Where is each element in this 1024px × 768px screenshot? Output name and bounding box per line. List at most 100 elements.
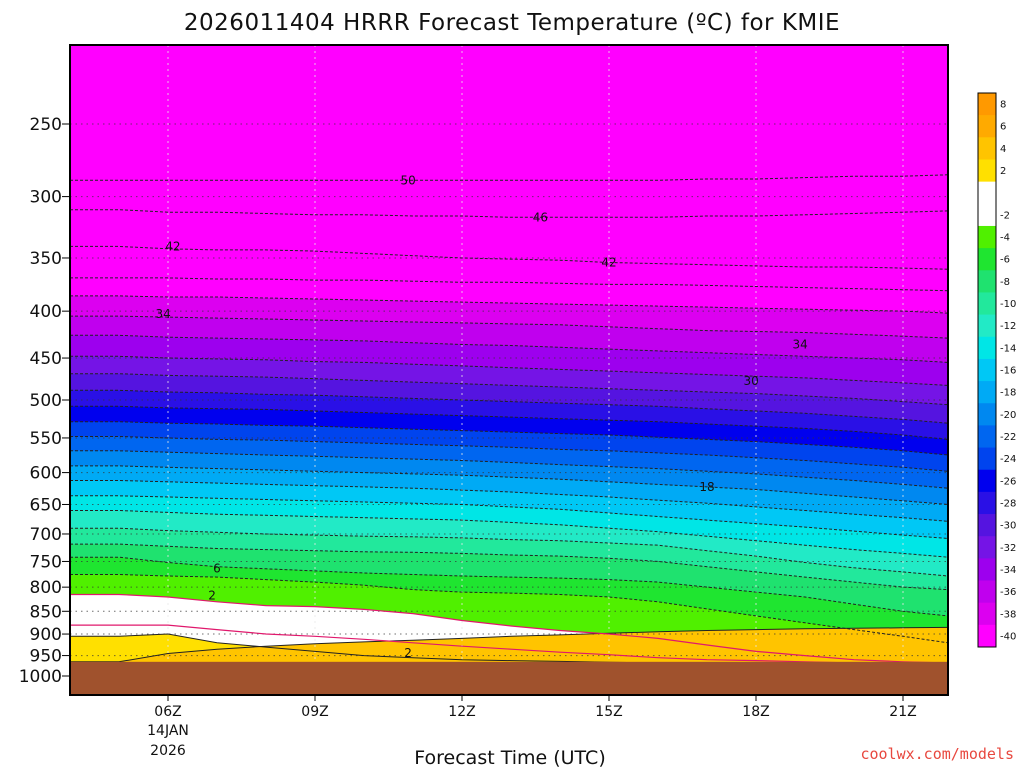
x-axis: 06Z 14JAN 2026 09Z 12Z 15Z 18Z 21Z xyxy=(147,695,917,759)
x-tick-label: 18Z xyxy=(742,704,769,720)
colorbar-label: -32 xyxy=(1000,543,1016,554)
colorbar-swatch xyxy=(978,314,996,338)
x-tick-date-day: 14JAN xyxy=(147,723,189,739)
colorbar-label: -12 xyxy=(1000,321,1016,332)
isotherm-line xyxy=(70,624,949,666)
contour-label: 30 xyxy=(743,374,758,388)
isotherm-line xyxy=(70,245,949,270)
temperature-bands xyxy=(70,45,948,696)
isotherm-line xyxy=(70,574,949,644)
colorbar-label: 6 xyxy=(1000,122,1006,133)
isotherm-line xyxy=(70,527,949,577)
isotherm-line xyxy=(70,421,949,456)
colorbar-label: -8 xyxy=(1000,277,1010,288)
colorbar-label: -30 xyxy=(1000,521,1016,532)
isotherm-line xyxy=(70,315,949,339)
contour-label: 42 xyxy=(601,256,616,270)
colorbar-swatch xyxy=(978,270,996,293)
isotherm-contours xyxy=(70,174,949,670)
y-tick-label: 800 xyxy=(30,578,62,598)
x-tick-label: 12Z xyxy=(448,704,475,720)
isotherm-line xyxy=(70,480,949,522)
contour-label: 18 xyxy=(699,480,714,494)
colorbar-swatch xyxy=(978,558,996,582)
y-tick-label: 400 xyxy=(30,302,62,322)
colorbar-legend: 8 6 4 2 -2 -4 -6 -8 -10 -12 -14 -16 -18 -20 -22 -24 -26 -… xyxy=(977,92,1016,648)
y-tick-label: 850 xyxy=(30,602,62,622)
colorbar-frame xyxy=(977,92,997,648)
isotherm-line xyxy=(70,295,949,314)
contour-label: 6 xyxy=(213,561,221,575)
contour-label: 50 xyxy=(400,173,415,187)
isotherm-line xyxy=(70,510,949,558)
colorbar-swatch xyxy=(978,580,996,604)
isotherm-line xyxy=(70,543,949,591)
colorbar-label: 2 xyxy=(1000,166,1006,177)
isotherm-line xyxy=(70,556,949,617)
colorbar-label: -24 xyxy=(1000,454,1016,465)
colorbar-swatch xyxy=(978,491,996,515)
colorbar-swatch xyxy=(978,624,996,648)
colorbar-swatch xyxy=(978,514,996,537)
contour-label: 34 xyxy=(155,307,170,321)
y-tick-label: 550 xyxy=(30,429,62,449)
y-tick-label: 700 xyxy=(30,525,62,545)
y-tick-label: 650 xyxy=(30,495,62,515)
isotherm-line xyxy=(70,174,949,181)
x-tick-label: 21Z xyxy=(889,704,916,720)
colorbar-label: -22 xyxy=(1000,432,1016,443)
colorbar-swatch xyxy=(978,381,996,404)
isotherm-line xyxy=(70,405,949,440)
colorbar-label: -10 xyxy=(1000,299,1016,310)
colorbar-swatch xyxy=(978,336,996,360)
colorbar-swatch xyxy=(978,602,996,626)
y-tick-label: 750 xyxy=(30,552,62,572)
colorbar-label: -2 xyxy=(1000,210,1010,221)
plot-frame xyxy=(69,44,949,696)
contour-label: 34 xyxy=(792,338,807,352)
colorbar-label: -26 xyxy=(1000,476,1016,487)
ground-below-surface xyxy=(70,661,948,695)
y-axis: 250 300 350 400 450 500 550 600 650 700 750 800 850 9… xyxy=(19,115,70,687)
colorbar-swatch xyxy=(978,115,996,138)
isotherm-line xyxy=(70,465,949,505)
colorbar-label: -16 xyxy=(1000,366,1016,377)
y-tick-label: 350 xyxy=(30,249,62,269)
y-tick-label: 500 xyxy=(30,391,62,411)
colorbar-swatch xyxy=(978,292,996,316)
colorbar-label: -14 xyxy=(1000,343,1016,354)
isotherm-line xyxy=(70,450,949,489)
colorbar-swatch xyxy=(978,93,996,116)
plot-area: 50 46 42 42 34 34 30 18 6 2 2 xyxy=(69,44,949,696)
colorbar-label: -36 xyxy=(1000,587,1016,598)
chart-title: 2026011404 HRRR Forecast Temperature (ºC… xyxy=(184,10,840,36)
y-tick-label: 250 xyxy=(30,115,62,135)
colorbar-label: -34 xyxy=(1000,565,1016,576)
colorbar-swatch xyxy=(978,403,996,426)
isotherm-line xyxy=(70,209,949,218)
x-axis-label: Forecast Time (UTC) xyxy=(414,747,605,768)
isotherm-line xyxy=(70,389,949,424)
contour-label: 42 xyxy=(165,239,180,253)
colorbar-swatch xyxy=(978,536,996,559)
colorbar-swatch xyxy=(978,248,996,271)
colorbar-label: -40 xyxy=(1000,631,1016,642)
y-tick-label: 950 xyxy=(30,647,62,667)
x-tick-date-year: 2026 xyxy=(150,743,186,759)
isotherm-line xyxy=(70,436,949,472)
contour-label: 2 xyxy=(208,589,216,603)
colorbar-label: 8 xyxy=(1000,100,1006,111)
colorbar-label: -20 xyxy=(1000,410,1016,421)
y-tick-label: 300 xyxy=(30,188,62,208)
colorbar-swatch xyxy=(978,425,996,449)
x-tick-label: 09Z xyxy=(301,704,328,720)
colorbar-swatch xyxy=(978,181,996,205)
y-tick-label: 900 xyxy=(30,625,62,645)
colorbar-swatch xyxy=(978,469,996,493)
colorbar-label: -6 xyxy=(1000,255,1010,266)
isotherm-line xyxy=(70,626,949,663)
contour-label: 46 xyxy=(533,210,548,224)
y-tick-label: 450 xyxy=(30,349,62,369)
isotherm-line xyxy=(70,373,949,406)
